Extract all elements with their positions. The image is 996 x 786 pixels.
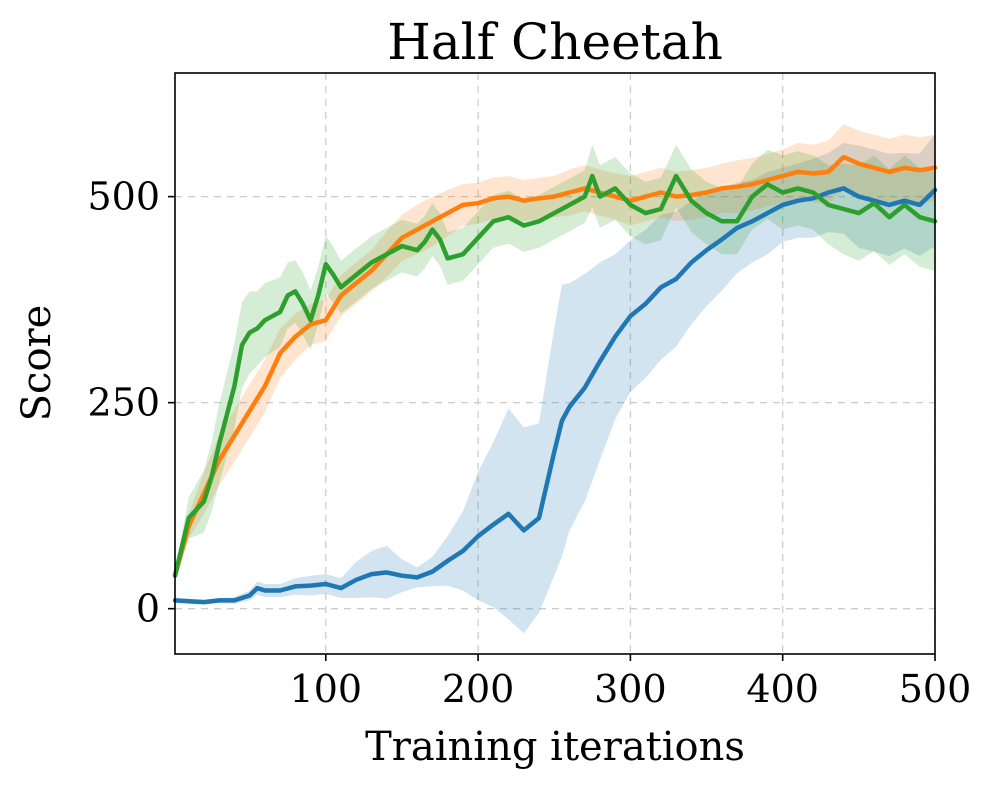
plot-frame [174, 72, 936, 655]
x-axis-label: Training iterations [365, 724, 745, 770]
y-tick-label-0: 0 [136, 587, 160, 631]
chart-title: Half Cheetah [387, 13, 723, 71]
line-orange [172, 154, 938, 578]
y-axis-label: Score [14, 305, 60, 422]
line-blue [172, 186, 938, 605]
y-tick-label-250: 250 [87, 381, 160, 425]
x-tick-label-100: 100 [290, 667, 363, 711]
y-tick-label-500: 500 [87, 175, 160, 219]
x-tick-label-300: 300 [594, 667, 667, 711]
x-tick-label-500: 500 [899, 667, 972, 711]
series-lines [172, 154, 938, 605]
line-green [172, 173, 938, 578]
x-tick-label-400: 400 [746, 667, 819, 711]
x-tick-label-200: 200 [442, 667, 515, 711]
band-green [175, 144, 935, 580]
confidence-bands [175, 124, 935, 634]
band-orange [175, 124, 935, 580]
band-blue [175, 134, 935, 634]
x-axis-ticks: 100 200 300 400 500 [290, 654, 972, 711]
y-axis-ticks: 0 250 500 [87, 175, 175, 631]
